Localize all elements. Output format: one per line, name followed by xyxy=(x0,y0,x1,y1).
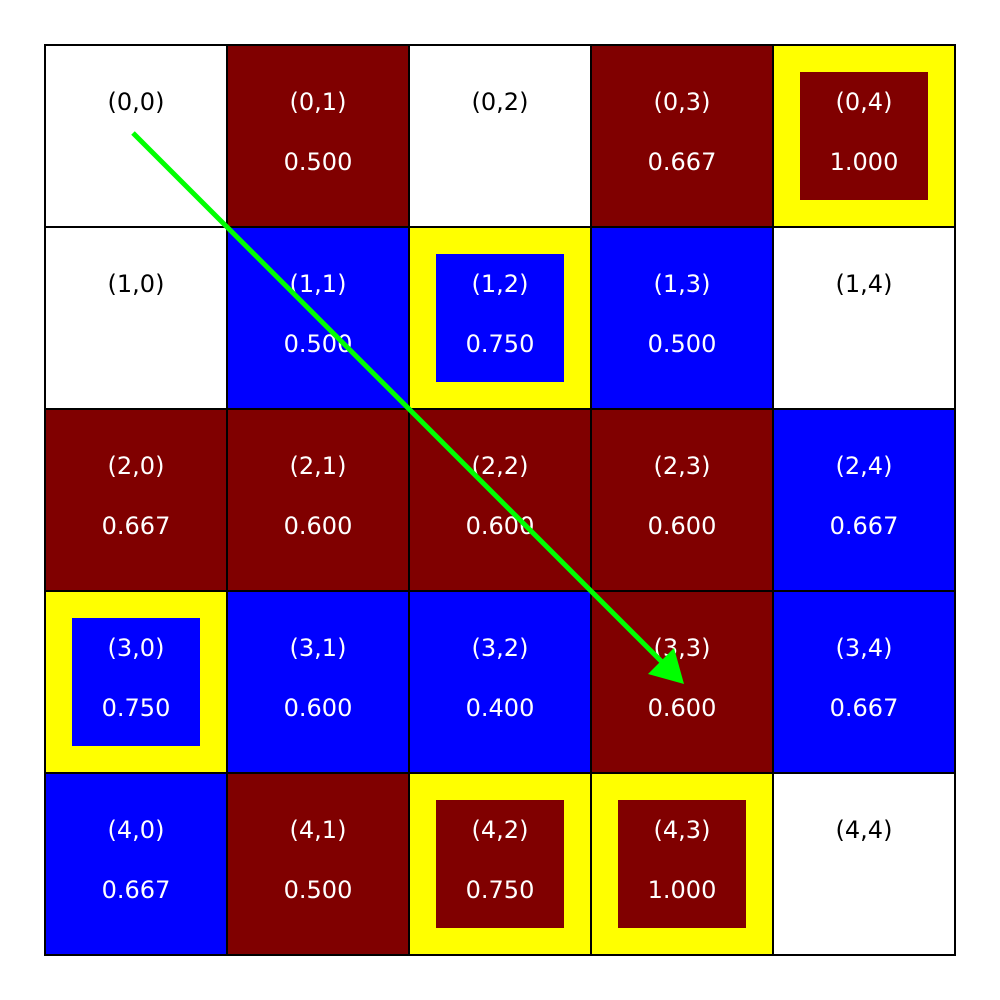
cell-value: 0.667 xyxy=(648,148,717,176)
cell-value: 0.750 xyxy=(466,330,535,358)
cell-border xyxy=(772,772,956,956)
cell xyxy=(773,773,955,955)
cell-label: (1,3) xyxy=(654,270,711,298)
cell xyxy=(773,227,955,409)
cell-label: (1,2) xyxy=(472,270,529,298)
cell-value: 0.600 xyxy=(648,512,717,540)
arrow-head xyxy=(648,648,684,684)
cell xyxy=(436,800,564,928)
cell-label: (1,0) xyxy=(108,270,165,298)
cell xyxy=(436,254,564,382)
cell-label: (3,3) xyxy=(654,634,711,662)
cell-label: (0,0) xyxy=(108,88,165,116)
cell-label: (0,1) xyxy=(290,88,347,116)
move-arrow xyxy=(131,131,684,684)
cell-value: 1.000 xyxy=(830,148,899,176)
cell xyxy=(591,227,773,409)
cell-label: (2,0) xyxy=(108,452,165,480)
cell-value: 0.600 xyxy=(648,694,717,722)
cell-value: 0.500 xyxy=(648,330,717,358)
cell xyxy=(72,618,200,746)
cell xyxy=(227,409,409,591)
cell-label: (0,2) xyxy=(472,88,529,116)
cell xyxy=(227,591,409,773)
cell-label: (0,4) xyxy=(836,88,893,116)
cell-label: (3,1) xyxy=(290,634,347,662)
cell-value: 0.500 xyxy=(284,876,353,904)
cell-value: 0.750 xyxy=(102,694,171,722)
cell-label: (2,4) xyxy=(836,452,893,480)
cell xyxy=(227,773,409,955)
cell-label: (2,2) xyxy=(472,452,529,480)
cell-value: 0.600 xyxy=(284,512,353,540)
cell xyxy=(591,45,773,227)
cell-label: (2,3) xyxy=(654,452,711,480)
cell-label: (4,4) xyxy=(836,816,893,844)
cell-label: (3,4) xyxy=(836,634,893,662)
cell-label: (1,1) xyxy=(290,270,347,298)
cell-value: 0.667 xyxy=(830,512,899,540)
cell-label: (3,2) xyxy=(472,634,529,662)
cell xyxy=(773,591,955,773)
cell-label: (0,3) xyxy=(654,88,711,116)
cell xyxy=(800,72,928,200)
cell-label: (3,0) xyxy=(108,634,165,662)
cell xyxy=(773,409,955,591)
cell-value: 0.667 xyxy=(102,876,171,904)
cell-value: 0.667 xyxy=(830,694,899,722)
cell xyxy=(409,45,591,227)
cell xyxy=(618,800,746,928)
cell-label: (2,1) xyxy=(290,452,347,480)
cell-label: (4,3) xyxy=(654,816,711,844)
cell xyxy=(409,591,591,773)
cell-value: 0.500 xyxy=(284,148,353,176)
cell-label: (4,1) xyxy=(290,816,347,844)
cell-label: (4,2) xyxy=(472,816,529,844)
cell-label: (4,0) xyxy=(108,816,165,844)
cell xyxy=(227,45,409,227)
cell-value: 0.750 xyxy=(466,876,535,904)
arrow-shaft xyxy=(131,131,670,670)
cell-value: 1.000 xyxy=(648,876,717,904)
cell xyxy=(591,409,773,591)
cell xyxy=(45,773,227,955)
cell-label: (1,4) xyxy=(836,270,893,298)
cell xyxy=(45,227,227,409)
cell-value: 0.400 xyxy=(466,694,535,722)
cell xyxy=(45,409,227,591)
cell-value: 0.667 xyxy=(102,512,171,540)
cell-value: 0.600 xyxy=(284,694,353,722)
